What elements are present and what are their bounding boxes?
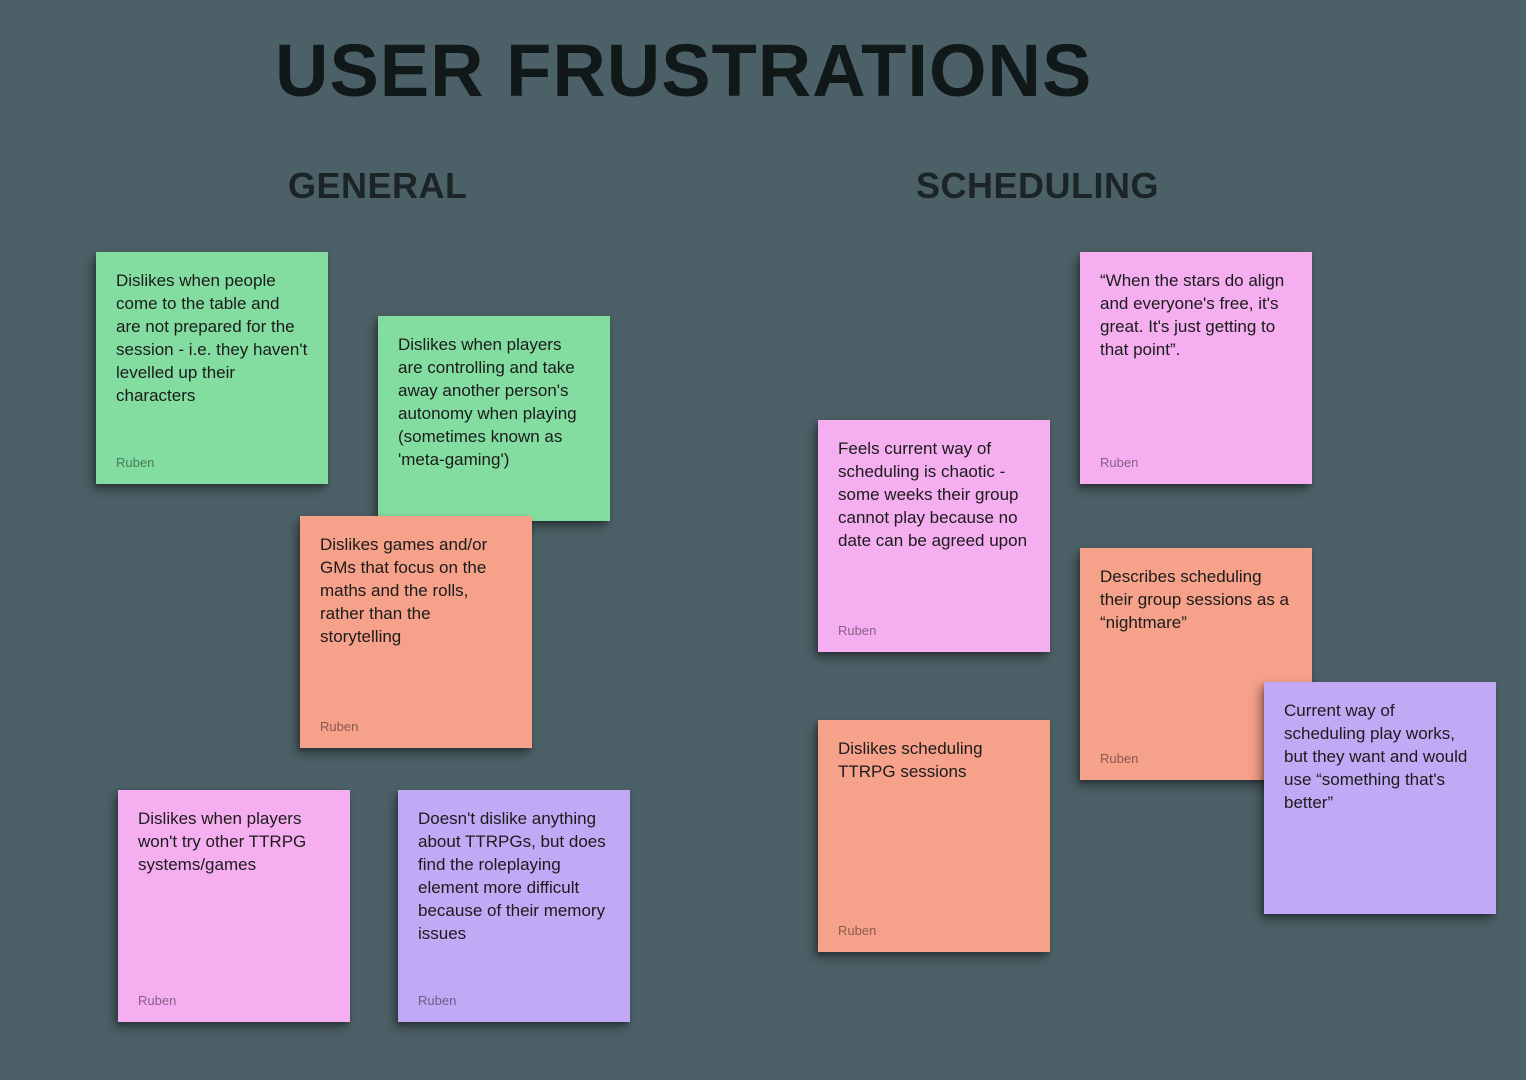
- page-title: USER FRUSTRATIONS: [275, 28, 1092, 113]
- note-general-unprepared[interactable]: Dislikes when people come to the table a…: [96, 252, 328, 484]
- sticky-note-author: Ruben: [418, 993, 610, 1008]
- note-sched-something-better[interactable]: Current way of scheduling play works, bu…: [1264, 682, 1496, 914]
- note-general-other-systems[interactable]: Dislikes when players won't try other TT…: [118, 790, 350, 1022]
- note-sched-dislikes[interactable]: Dislikes scheduling TTRPG sessions Ruben: [818, 720, 1050, 952]
- note-general-metagaming[interactable]: Dislikes when players are controlling an…: [378, 316, 610, 521]
- note-general-maths[interactable]: Dislikes games and/or GMs that focus on …: [300, 516, 532, 748]
- sticky-note-text: Dislikes scheduling TTRPG sessions: [838, 738, 1030, 784]
- sticky-note-text: Current way of scheduling play works, bu…: [1284, 700, 1476, 815]
- sticky-note-author: Ruben: [838, 623, 1030, 638]
- sticky-note-author: Ruben: [320, 719, 512, 734]
- sticky-note-text: Feels current way of scheduling is chaot…: [838, 438, 1030, 553]
- note-sched-chaotic[interactable]: Feels current way of scheduling is chaot…: [818, 420, 1050, 652]
- sticky-note-text: “When the stars do align and everyone's …: [1100, 270, 1292, 362]
- sticky-note-author: Ruben: [138, 993, 330, 1008]
- note-general-memory[interactable]: Doesn't dislike anything about TTRPGs, b…: [398, 790, 630, 1022]
- sticky-note-author: Ruben: [116, 455, 308, 470]
- section-heading: SCHEDULING: [916, 165, 1159, 207]
- affinity-map-canvas[interactable]: USER FRUSTRATIONS GENERAL SCHEDULING Dislik…: [0, 0, 1526, 1080]
- sticky-note-author: Ruben: [1100, 455, 1292, 470]
- note-sched-stars-align[interactable]: “When the stars do align and everyone's …: [1080, 252, 1312, 484]
- section-heading: GENERAL: [288, 165, 468, 207]
- sticky-note-text: Dislikes when players are controlling an…: [398, 334, 590, 472]
- sticky-note-author: Ruben: [838, 923, 1030, 938]
- sticky-note-text: Doesn't dislike anything about TTRPGs, b…: [418, 808, 610, 946]
- sticky-note-text: Dislikes games and/or GMs that focus on …: [320, 534, 512, 649]
- sticky-note-text: Describes scheduling their group session…: [1100, 566, 1292, 635]
- sticky-note-text: Dislikes when players won't try other TT…: [138, 808, 330, 877]
- sticky-note-text: Dislikes when people come to the table a…: [116, 270, 308, 408]
